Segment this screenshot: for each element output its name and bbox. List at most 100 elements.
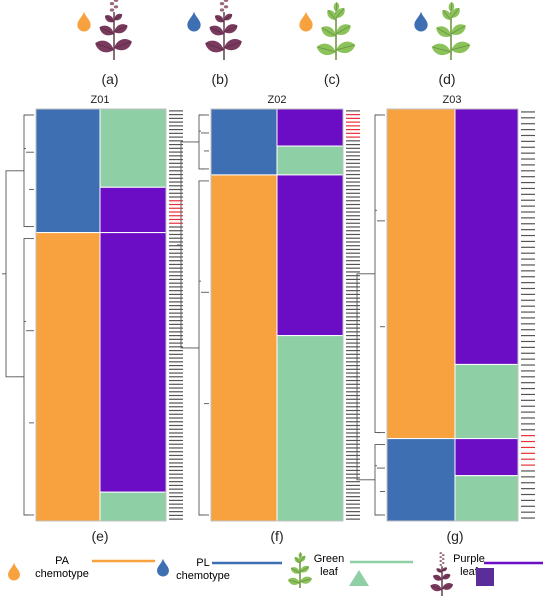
legend-text: Purple [453, 553, 485, 565]
leaf-vein [210, 27, 225, 35]
dendrogram-tree [177, 114, 209, 516]
flower-bud [113, 0, 119, 2]
leaf-shape [442, 9, 452, 21]
leaf-shape [436, 568, 443, 573]
leaf-blade [321, 26, 336, 37]
purple-leaf-block [454, 108, 519, 365]
dendrogram-panel: Z02 (f) [177, 94, 360, 544]
leaf-blade [114, 24, 128, 34]
purple-leaf-block [276, 108, 344, 147]
leaf-shape [214, 15, 225, 23]
green-leaf-block [276, 335, 344, 522]
panel-label: (f) [270, 528, 283, 544]
leaf-shape [335, 7, 345, 19]
leaf-vein [321, 27, 337, 37]
leaf-vein [100, 27, 115, 35]
dendrogram-tree [353, 114, 385, 516]
panel-label: (g) [446, 528, 463, 544]
green-leaf-block [276, 145, 344, 176]
pl-drop-icon [187, 11, 201, 32]
leaf-vein [96, 43, 115, 51]
green-leaf-block [99, 108, 167, 188]
plant-icon-group: (d) [414, 2, 471, 87]
leaf-blade [205, 40, 224, 53]
leaf-blade [436, 26, 451, 37]
leaf-vein [223, 14, 233, 21]
flower-bud [441, 554, 445, 557]
leaf-shape [433, 574, 443, 581]
leaf-vein [215, 15, 225, 23]
flower-bud [223, 5, 229, 9]
dendrogram-branch [23, 114, 29, 228]
leaf-vein [299, 578, 312, 583]
leaf-shape [294, 556, 301, 564]
dendrogram-panels: Z01 (e) Z02 (f) Z03 (g) [2, 94, 535, 544]
legend-text: leaf [460, 566, 479, 578]
leaf-vein [299, 552, 301, 559]
plant-icons-row: (a) (b) (c) (d) [77, 0, 471, 87]
leaf-shape [441, 583, 454, 590]
green-leaf-plant-icon [316, 2, 356, 60]
leaf-blade [214, 15, 224, 23]
plant-icon-group: (a) [77, 0, 132, 87]
leaf-shape [333, 2, 340, 13]
leaf-blade [298, 552, 303, 559]
leaf-blade [451, 41, 471, 54]
purple-leaf-block [99, 186, 167, 234]
leaf-blade [114, 39, 132, 51]
dendrogram-branch [198, 114, 204, 170]
panel-icon-label: (a) [101, 71, 118, 87]
leaf-vein [113, 25, 128, 33]
leaf-blade [209, 25, 224, 36]
leaf-shape [223, 39, 242, 51]
green-leaf-plant-icon [288, 552, 312, 588]
leaf-vein [450, 25, 466, 35]
leaf-shape [321, 26, 337, 37]
leaf-shape [327, 9, 337, 21]
legend-text: Green [314, 553, 345, 565]
leaf-shape [436, 26, 452, 37]
leaf-blade [431, 43, 451, 56]
legend-text: leaf [320, 566, 339, 578]
leaf-blade [327, 9, 337, 21]
leaf-vein [294, 557, 301, 564]
leaf-shape [316, 43, 337, 56]
leaf-vein [432, 46, 452, 53]
leaf-shape [223, 24, 238, 34]
leaf-shape [223, 13, 233, 21]
leaf-vein [442, 10, 452, 21]
plant-icon-group: (b) [187, 0, 242, 87]
leaf-vein [288, 579, 301, 584]
flower-bud [219, 1, 225, 6]
leaf-vein [223, 25, 238, 33]
pa-chemotype-block [386, 108, 456, 440]
leaf-blade [299, 555, 306, 562]
leaf-shape [113, 13, 123, 21]
legend-text: chemotype [176, 570, 230, 582]
panel-icon-label: (d) [438, 71, 455, 87]
legend-text: chemotype [35, 568, 89, 580]
leaf-vein [291, 567, 301, 574]
leaf-blade [316, 43, 336, 56]
leaf-blade [333, 2, 340, 12]
leaf-blade [336, 24, 351, 35]
leaf-shape [448, 2, 455, 13]
flower-bud [223, 0, 229, 2]
leaf-blade [99, 25, 114, 36]
leaf-blade [300, 565, 310, 573]
flower-bud [439, 556, 443, 559]
flower-bud [439, 564, 443, 566]
leaf-shape [299, 555, 306, 563]
flower-bud [109, 1, 115, 6]
leaf-shape [335, 24, 351, 35]
leaf-blade [336, 41, 356, 54]
flower-bud [109, 8, 115, 12]
leaf-blade [335, 7, 345, 19]
flower-bud [113, 5, 119, 9]
pl-drop-icon [157, 558, 169, 577]
panel-icon-label: (c) [324, 71, 340, 87]
green-leaf-block [99, 491, 167, 522]
purple-leaf-plant-icon [205, 0, 242, 60]
panel-frame [386, 108, 519, 522]
